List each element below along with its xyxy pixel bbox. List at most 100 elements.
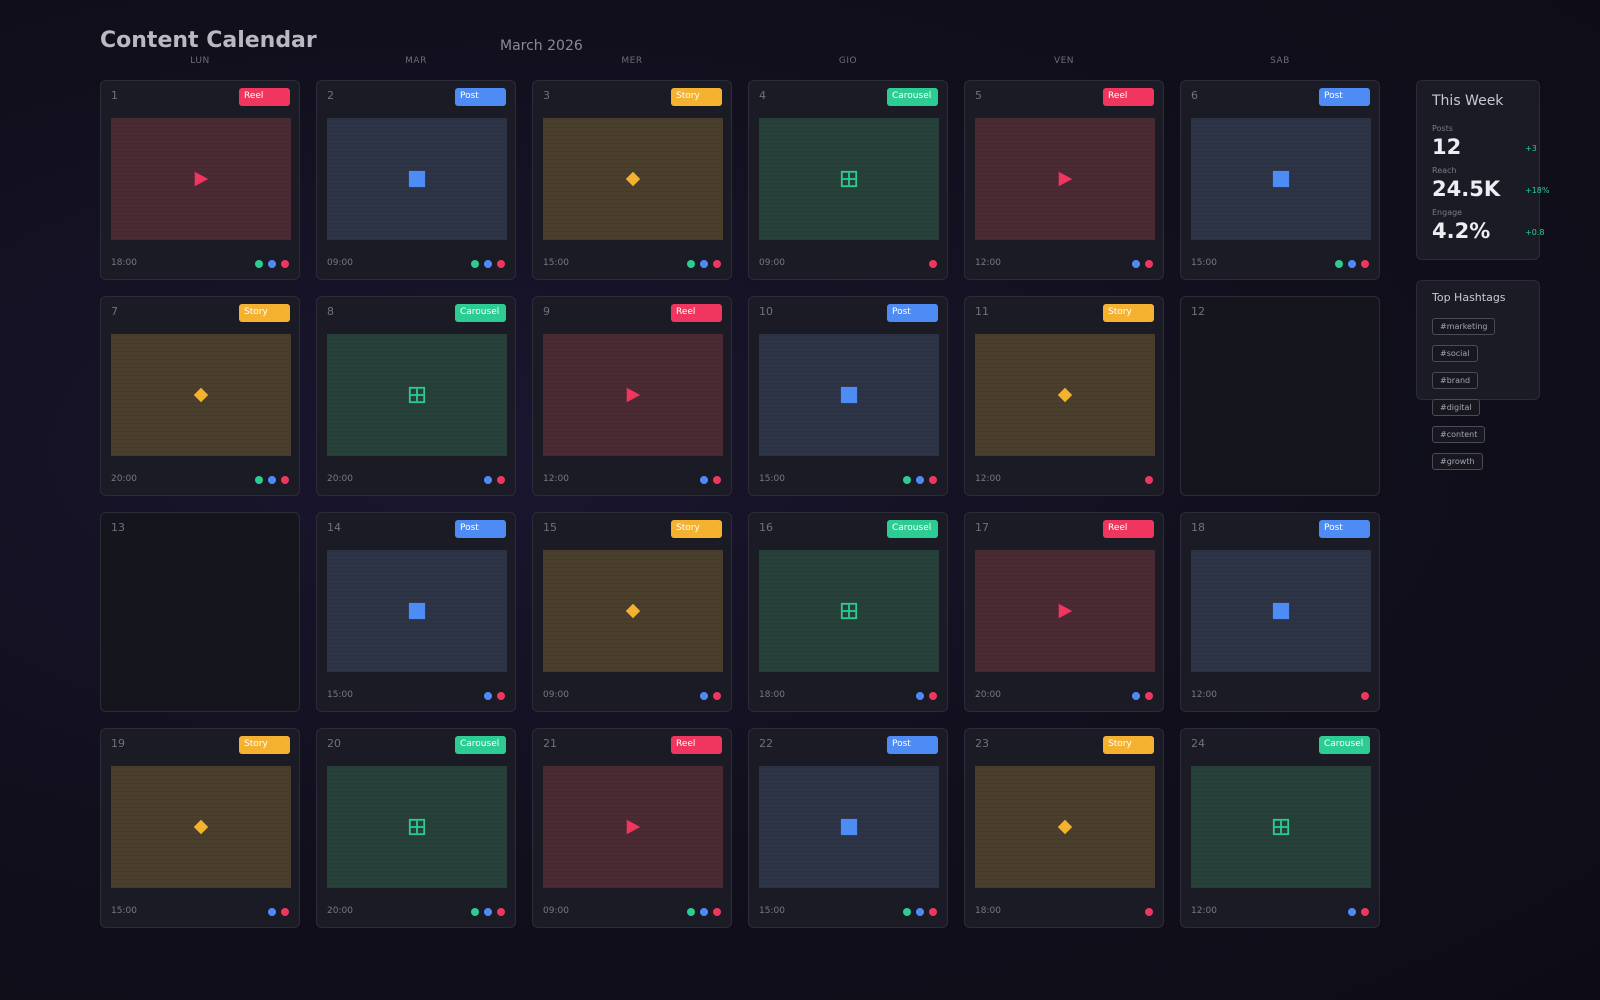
day-number: 23 <box>975 737 989 750</box>
calendar-day-7[interactable]: 7 Story 20:00 <box>100 296 300 496</box>
calendar-day-23[interactable]: 23 Story 18:00 <box>964 728 1164 928</box>
platform-dot-blue <box>916 476 924 484</box>
platform-dot-pink <box>929 908 937 916</box>
content-type-badge: Story <box>239 304 290 322</box>
calendar-day-22[interactable]: 22 Post 15:00 <box>748 728 948 928</box>
calendar-day-10[interactable]: 10 Post 15:00 <box>748 296 948 496</box>
hashtag-chip[interactable]: #brand <box>1432 372 1479 389</box>
hashtag-chip[interactable]: #digital <box>1432 399 1480 416</box>
post-preview[interactable] <box>327 550 507 672</box>
grid-box-icon <box>840 170 858 188</box>
calendar-day-15[interactable]: 15 Story 09:00 <box>532 512 732 712</box>
post-preview[interactable] <box>543 334 723 456</box>
platform-dot-green <box>687 260 695 268</box>
calendar-day-2[interactable]: 2 Post 09:00 <box>316 80 516 280</box>
day-number: 22 <box>759 737 773 750</box>
platform-dot-pink <box>1361 692 1369 700</box>
grid-box-icon <box>840 602 858 620</box>
weekday-header: LUN <box>190 56 210 66</box>
post-preview[interactable] <box>759 550 939 672</box>
scheduled-time: 09:00 <box>543 906 569 916</box>
post-preview[interactable] <box>327 118 507 240</box>
hashtag-chip[interactable]: #content <box>1432 426 1486 443</box>
square-icon <box>1272 170 1290 188</box>
post-preview[interactable] <box>543 766 723 888</box>
content-type-badge: Carousel <box>455 736 506 754</box>
content-type-badge: Post <box>455 88 506 106</box>
calendar-day-12[interactable]: 12 <box>1180 296 1380 496</box>
content-type-badge: Reel <box>1103 520 1154 538</box>
scheduled-time: 09:00 <box>759 258 785 268</box>
calendar-day-21[interactable]: 21 Reel 09:00 <box>532 728 732 928</box>
calendar-day-4[interactable]: 4 Carousel 09:00 <box>748 80 948 280</box>
post-preview[interactable] <box>975 334 1155 456</box>
platform-dot-pink <box>281 260 289 268</box>
diamond-icon <box>624 602 642 620</box>
post-preview[interactable] <box>759 334 939 456</box>
platform-dot-pink <box>281 476 289 484</box>
day-number: 17 <box>975 521 989 534</box>
day-number: 1 <box>111 89 118 102</box>
day-number: 7 <box>111 305 118 318</box>
post-preview[interactable] <box>975 766 1155 888</box>
platform-dots <box>1132 260 1153 268</box>
post-preview[interactable] <box>1191 550 1371 672</box>
calendar-day-5[interactable]: 5 Reel 12:00 <box>964 80 1164 280</box>
stat-label-reach: Reach <box>1432 166 1457 175</box>
scheduled-time: 09:00 <box>327 258 353 268</box>
post-preview[interactable] <box>543 118 723 240</box>
platform-dot-pink <box>1361 908 1369 916</box>
platform-dots <box>903 908 937 916</box>
calendar-day-14[interactable]: 14 Post 15:00 <box>316 512 516 712</box>
platform-dot-pink <box>929 476 937 484</box>
post-preview[interactable] <box>327 766 507 888</box>
play-icon <box>624 818 642 836</box>
day-number: 18 <box>1191 521 1205 534</box>
calendar-day-18[interactable]: 18 Post 12:00 <box>1180 512 1380 712</box>
calendar-day-8[interactable]: 8 Carousel 20:00 <box>316 296 516 496</box>
platform-dots <box>700 476 721 484</box>
calendar-day-11[interactable]: 11 Story 12:00 <box>964 296 1164 496</box>
calendar-day-24[interactable]: 24 Carousel 12:00 <box>1180 728 1380 928</box>
content-type-badge: Reel <box>671 736 722 754</box>
post-preview[interactable] <box>975 118 1155 240</box>
platform-dots <box>1145 908 1153 916</box>
platform-dot-pink <box>281 908 289 916</box>
scheduled-time: 12:00 <box>975 258 1001 268</box>
day-number: 5 <box>975 89 982 102</box>
calendar-day-20[interactable]: 20 Carousel 20:00 <box>316 728 516 928</box>
post-preview[interactable] <box>759 118 939 240</box>
platform-dot-blue <box>916 908 924 916</box>
post-preview[interactable] <box>111 766 291 888</box>
platform-dot-blue <box>1348 908 1356 916</box>
play-icon <box>192 170 210 188</box>
platform-dots <box>916 692 937 700</box>
platform-dot-pink <box>713 908 721 916</box>
platform-dot-blue <box>268 476 276 484</box>
post-preview[interactable] <box>759 766 939 888</box>
calendar-day-3[interactable]: 3 Story 15:00 <box>532 80 732 280</box>
calendar-day-9[interactable]: 9 Reel 12:00 <box>532 296 732 496</box>
platform-dot-pink <box>929 692 937 700</box>
hashtag-chip[interactable]: #growth <box>1432 453 1483 470</box>
play-icon <box>1056 602 1074 620</box>
post-preview[interactable] <box>111 334 291 456</box>
hashtag-chip[interactable]: #marketing <box>1432 318 1496 335</box>
post-preview[interactable] <box>975 550 1155 672</box>
weekday-header: SAB <box>1270 56 1290 66</box>
post-preview[interactable] <box>1191 118 1371 240</box>
calendar-day-6[interactable]: 6 Post 15:00 <box>1180 80 1380 280</box>
post-preview[interactable] <box>111 118 291 240</box>
content-type-badge: Reel <box>671 304 722 322</box>
grid-box-icon <box>408 818 426 836</box>
post-preview[interactable] <box>1191 766 1371 888</box>
calendar-day-19[interactable]: 19 Story 15:00 <box>100 728 300 928</box>
calendar-day-13[interactable]: 13 <box>100 512 300 712</box>
post-preview[interactable] <box>543 550 723 672</box>
hashtag-chip[interactable]: #social <box>1432 345 1478 362</box>
calendar-day-17[interactable]: 17 Reel 20:00 <box>964 512 1164 712</box>
calendar-day-1[interactable]: 1 Reel 18:00 <box>100 80 300 280</box>
diamond-icon <box>1056 818 1074 836</box>
calendar-day-16[interactable]: 16 Carousel 18:00 <box>748 512 948 712</box>
post-preview[interactable] <box>327 334 507 456</box>
